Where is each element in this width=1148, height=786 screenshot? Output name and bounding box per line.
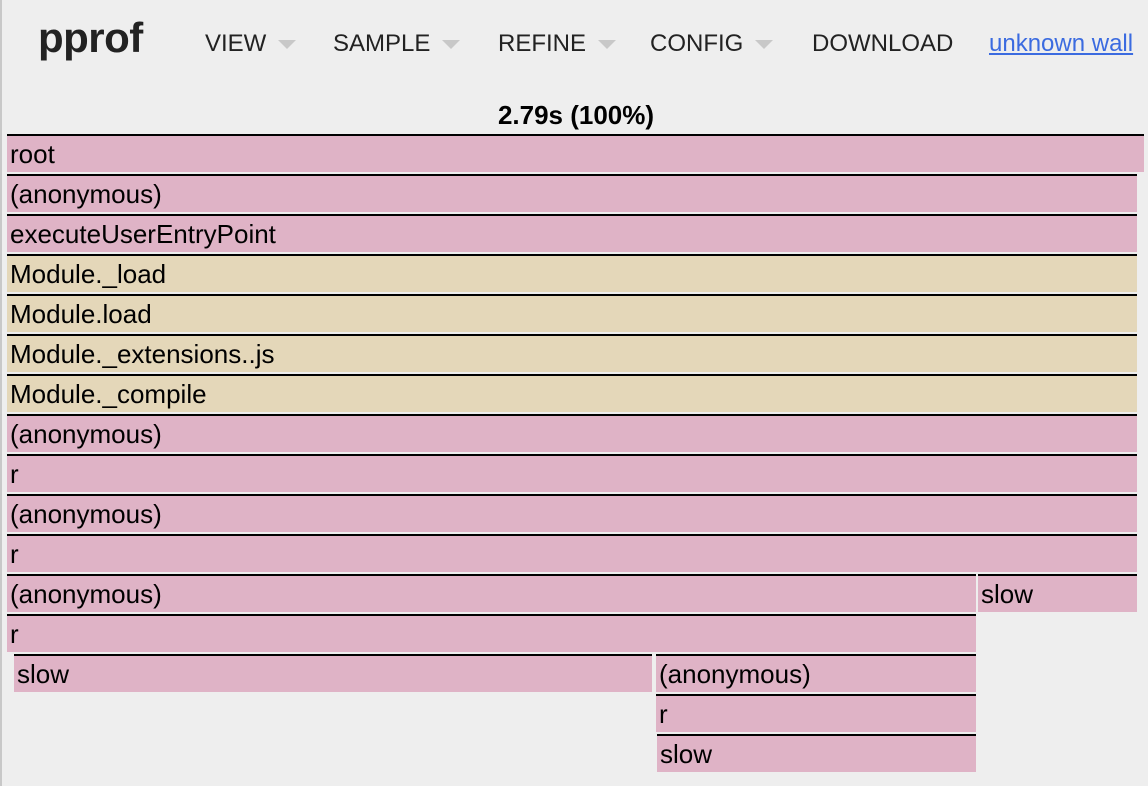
flame-frame[interactable]: Module._load — [7, 254, 1137, 292]
flame-frame[interactable]: Module.load — [7, 294, 1137, 332]
menu-view-label: VIEW — [205, 30, 267, 57]
menu-refine-label: REFINE — [498, 30, 587, 57]
flame-frame[interactable]: (anonymous) — [7, 174, 1137, 212]
menu-config[interactable]: CONFIG — [650, 30, 774, 58]
menu-view[interactable]: VIEW — [205, 30, 297, 58]
window-edge — [0, 0, 2, 786]
menu-download[interactable]: DOWNLOAD — [812, 30, 953, 58]
chevron-down-icon — [442, 39, 461, 49]
flame-frame[interactable]: r — [7, 454, 1137, 492]
flame-frame[interactable]: (anonymous) — [7, 414, 1137, 452]
flame-frame[interactable]: Module._extensions..js — [7, 334, 1137, 372]
flame-frame[interactable]: executeUserEntryPoint — [7, 214, 1137, 252]
chevron-down-icon — [278, 39, 297, 49]
chevron-down-icon — [755, 39, 774, 49]
menu-sample[interactable]: SAMPLE — [333, 30, 461, 58]
profile-link[interactable]: unknown wall — [989, 30, 1134, 57]
flame-frame[interactable]: slow — [657, 734, 976, 772]
menu-download-label: DOWNLOAD — [812, 30, 954, 57]
flame-frame[interactable]: (anonymous) — [7, 494, 1137, 532]
flame-frame[interactable]: slow — [14, 654, 652, 692]
menu-sample-label: SAMPLE — [333, 30, 431, 57]
flame-frame[interactable]: r — [7, 534, 1137, 572]
flame-frame[interactable]: (anonymous) — [656, 654, 976, 692]
flame-frame[interactable]: root — [7, 134, 1144, 172]
flame-frame[interactable]: r — [656, 694, 976, 732]
chevron-down-icon — [598, 39, 617, 49]
flame-frame[interactable]: slow — [978, 574, 1137, 612]
pprof-logo: pprof — [38, 14, 143, 61]
flame-frame[interactable]: Module._compile — [7, 374, 1137, 412]
menu-refine[interactable]: REFINE — [498, 30, 617, 58]
flame-frame[interactable]: (anonymous) — [7, 574, 976, 612]
flamegraph-total: 2.79s (100%) — [497, 100, 655, 130]
menu-config-label: CONFIG — [650, 30, 744, 57]
flame-frame[interactable]: r — [7, 614, 976, 652]
